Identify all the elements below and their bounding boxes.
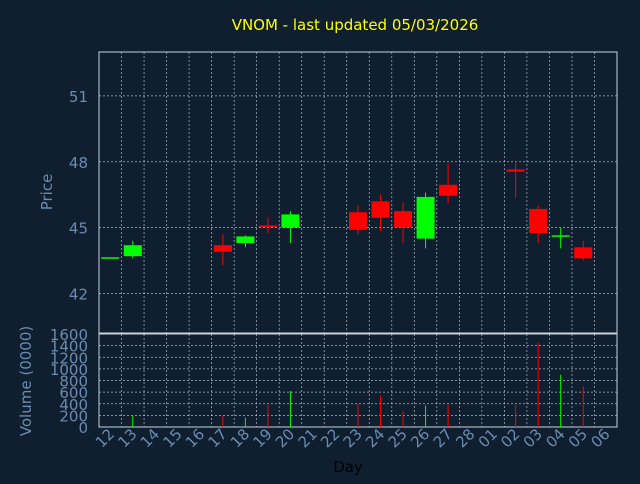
candle-up (123, 245, 142, 257)
price-tick-label: 48 (69, 154, 88, 172)
x-axis-label: Day (333, 458, 363, 476)
volume-tick-label: 1600 (50, 326, 88, 344)
price-tick-label: 45 (69, 220, 88, 238)
candle-down (506, 169, 525, 172)
price-panel: 42 45 48 51 (69, 51, 618, 334)
volume-axis-label: Volume (0000) (17, 326, 35, 436)
candle-down (529, 208, 548, 234)
price-tick-label: 51 (69, 88, 88, 106)
candle-down (394, 211, 413, 228)
chart-title: VNOM - last updated 05/03/2026 (232, 16, 479, 34)
candle-down (349, 212, 367, 230)
volume-tick-label: 400 (59, 396, 88, 414)
volume-tick-label: 1200 (50, 349, 88, 367)
candle-up (551, 235, 570, 237)
candle-up (101, 257, 120, 259)
volume-tick-label: 200 (59, 407, 88, 425)
volume-tick-label: 1400 (50, 338, 88, 356)
candle-up (281, 214, 300, 228)
price-tick-label: 42 (69, 285, 88, 303)
volume-tick-label: 0 (78, 419, 88, 437)
candle-down (371, 201, 390, 218)
candle-up (236, 236, 255, 243)
candle-down (258, 225, 277, 227)
candle-down (213, 245, 232, 252)
volume-tick-label: 600 (59, 384, 88, 402)
price-plot-frame (98, 51, 618, 334)
candle-down (439, 184, 458, 196)
candle-down (574, 247, 593, 259)
price-axis-label: Price (38, 174, 56, 211)
volume-tick-label: 1000 (50, 361, 88, 379)
x-tick-label: 06 (587, 425, 613, 451)
volume-tick-label: 800 (59, 373, 88, 391)
candle-up (416, 196, 435, 239)
